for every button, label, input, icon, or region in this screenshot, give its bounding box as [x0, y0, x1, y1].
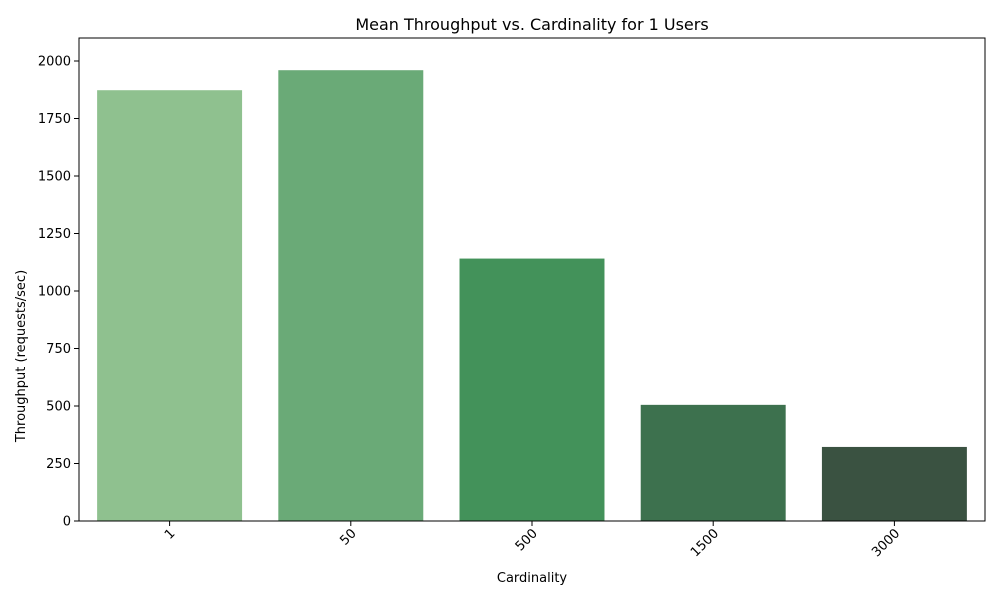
x-tick-label: 1500	[688, 526, 722, 560]
y-tick-label: 0	[63, 515, 71, 530]
y-tick-label: 250	[46, 457, 71, 472]
bar-500	[459, 258, 605, 521]
y-tick-label: 500	[46, 400, 71, 415]
bar-1	[97, 90, 243, 522]
y-tick-label: 1250	[38, 227, 71, 242]
bar-1500	[640, 404, 786, 521]
y-axis-title: Throughput (requests/sec)	[14, 270, 29, 443]
bar-3000	[821, 446, 967, 521]
bars-group	[97, 70, 967, 522]
y-tick-label: 2000	[38, 55, 71, 70]
x-tick-label: 1	[162, 526, 178, 542]
x-tick-label: 3000	[869, 526, 903, 560]
y-tick-label: 1500	[38, 170, 71, 185]
y-axis-ticks: 0 250 500 750 1000 1250 1500 1750 2000	[38, 55, 79, 530]
x-tick-label: 500	[513, 526, 541, 554]
y-tick-label: 1750	[38, 112, 71, 127]
chart-title: Mean Throughput vs. Cardinality for 1 Us…	[355, 15, 708, 34]
y-tick-label: 750	[46, 342, 71, 357]
bar-50	[278, 70, 424, 521]
y-tick-label: 1000	[38, 285, 71, 300]
plot-frame	[78, 37, 986, 522]
x-axis-title: Cardinality	[497, 571, 568, 586]
x-tick-label: 50	[337, 526, 359, 548]
x-axis-ticks: 1 50 500 1500 3000	[162, 521, 903, 560]
